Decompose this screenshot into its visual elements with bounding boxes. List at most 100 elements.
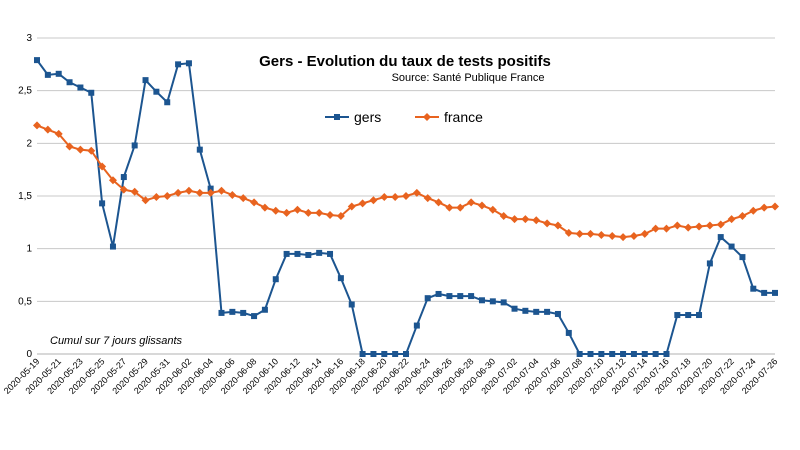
marker xyxy=(445,203,454,212)
series-line xyxy=(36,59,775,355)
marker xyxy=(608,232,617,241)
marker xyxy=(251,313,258,320)
marker xyxy=(663,351,670,357)
marker xyxy=(174,188,183,197)
marker xyxy=(152,193,161,202)
marker xyxy=(576,351,583,357)
marker xyxy=(76,145,85,154)
marker xyxy=(305,251,312,258)
marker xyxy=(348,301,355,308)
marker xyxy=(553,221,562,230)
marker xyxy=(282,208,291,217)
y-tick-label: 3 xyxy=(26,33,32,44)
marker xyxy=(739,254,746,261)
marker xyxy=(554,310,561,317)
marker xyxy=(239,194,248,203)
marker xyxy=(369,196,378,205)
marker xyxy=(468,293,475,300)
y-tick-label: 1,5 xyxy=(18,191,32,202)
marker xyxy=(609,351,616,357)
marker xyxy=(619,233,628,242)
marker xyxy=(456,203,465,212)
marker xyxy=(120,174,127,181)
legend-marker xyxy=(334,114,340,120)
marker xyxy=(575,229,584,238)
marker xyxy=(684,223,693,232)
marker xyxy=(685,312,692,319)
marker xyxy=(510,215,519,224)
marker xyxy=(65,142,74,151)
marker xyxy=(164,99,171,106)
marker xyxy=(260,203,269,212)
marker xyxy=(380,193,389,202)
marker xyxy=(358,199,367,208)
marker xyxy=(673,221,682,230)
marker xyxy=(337,275,344,282)
marker xyxy=(347,202,356,211)
marker xyxy=(207,185,214,192)
marker xyxy=(716,220,725,229)
marker xyxy=(130,187,139,196)
marker xyxy=(327,250,334,257)
marker xyxy=(662,224,671,233)
marker xyxy=(749,206,758,215)
marker xyxy=(175,61,182,68)
marker xyxy=(98,162,107,171)
marker xyxy=(316,249,323,256)
marker xyxy=(261,306,268,313)
marker xyxy=(434,198,443,207)
marker xyxy=(44,71,51,78)
marker xyxy=(532,216,541,225)
marker xyxy=(423,194,432,203)
marker xyxy=(651,224,660,233)
marker xyxy=(652,351,659,357)
marker xyxy=(674,312,681,319)
marker xyxy=(402,192,410,200)
marker xyxy=(315,208,324,217)
marker xyxy=(43,125,52,134)
marker xyxy=(477,201,486,210)
marker xyxy=(478,297,485,304)
marker xyxy=(240,309,247,316)
marker xyxy=(195,188,204,197)
marker xyxy=(250,198,259,207)
marker xyxy=(108,176,117,185)
marker xyxy=(489,298,496,305)
marker xyxy=(533,308,540,315)
marker xyxy=(66,79,73,86)
marker xyxy=(424,295,431,302)
marker xyxy=(772,289,778,296)
marker xyxy=(511,305,518,312)
marker xyxy=(727,215,736,224)
marker xyxy=(55,70,62,77)
marker xyxy=(750,285,757,292)
marker xyxy=(620,351,627,357)
marker xyxy=(184,186,193,195)
legend-label: france xyxy=(444,109,483,125)
marker xyxy=(587,351,594,357)
marker xyxy=(640,229,649,238)
legend-marker xyxy=(423,113,431,121)
marker xyxy=(696,312,703,319)
marker xyxy=(392,351,399,357)
marker xyxy=(738,212,747,221)
marker xyxy=(435,290,442,297)
y-tick-label: 0,5 xyxy=(18,296,32,307)
marker xyxy=(499,212,508,221)
marker xyxy=(326,210,335,219)
marker xyxy=(522,307,529,314)
marker xyxy=(381,351,388,357)
marker xyxy=(142,77,149,84)
legend-label: gers xyxy=(354,109,381,125)
chart-subtitle: Source: Santé Publique France xyxy=(392,72,545,84)
marker xyxy=(706,260,713,267)
marker xyxy=(728,243,735,250)
marker xyxy=(272,276,279,283)
marker xyxy=(294,250,301,257)
marker xyxy=(217,186,226,195)
marker xyxy=(705,221,714,230)
marker xyxy=(229,308,236,315)
marker xyxy=(54,129,63,138)
marker xyxy=(412,188,421,197)
